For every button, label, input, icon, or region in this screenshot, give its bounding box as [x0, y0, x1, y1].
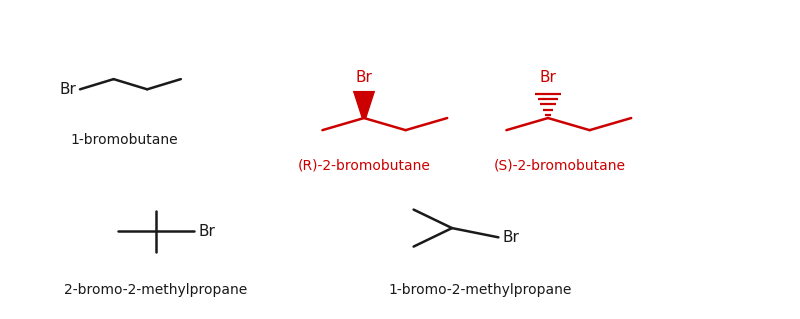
- Text: Br: Br: [355, 70, 373, 85]
- Text: 1-bromo-2-methylpropane: 1-bromo-2-methylpropane: [388, 283, 572, 297]
- Text: 1-bromobutane: 1-bromobutane: [70, 133, 178, 147]
- Text: (R)-2-bromobutane: (R)-2-bromobutane: [298, 159, 430, 173]
- Text: Br: Br: [60, 82, 77, 97]
- Polygon shape: [353, 91, 375, 118]
- Text: Br: Br: [539, 70, 557, 85]
- Text: 2-bromo-2-methylpropane: 2-bromo-2-methylpropane: [64, 283, 248, 297]
- Text: (S)-2-bromobutane: (S)-2-bromobutane: [494, 159, 626, 173]
- Text: Br: Br: [198, 224, 215, 239]
- Text: Br: Br: [502, 230, 519, 245]
